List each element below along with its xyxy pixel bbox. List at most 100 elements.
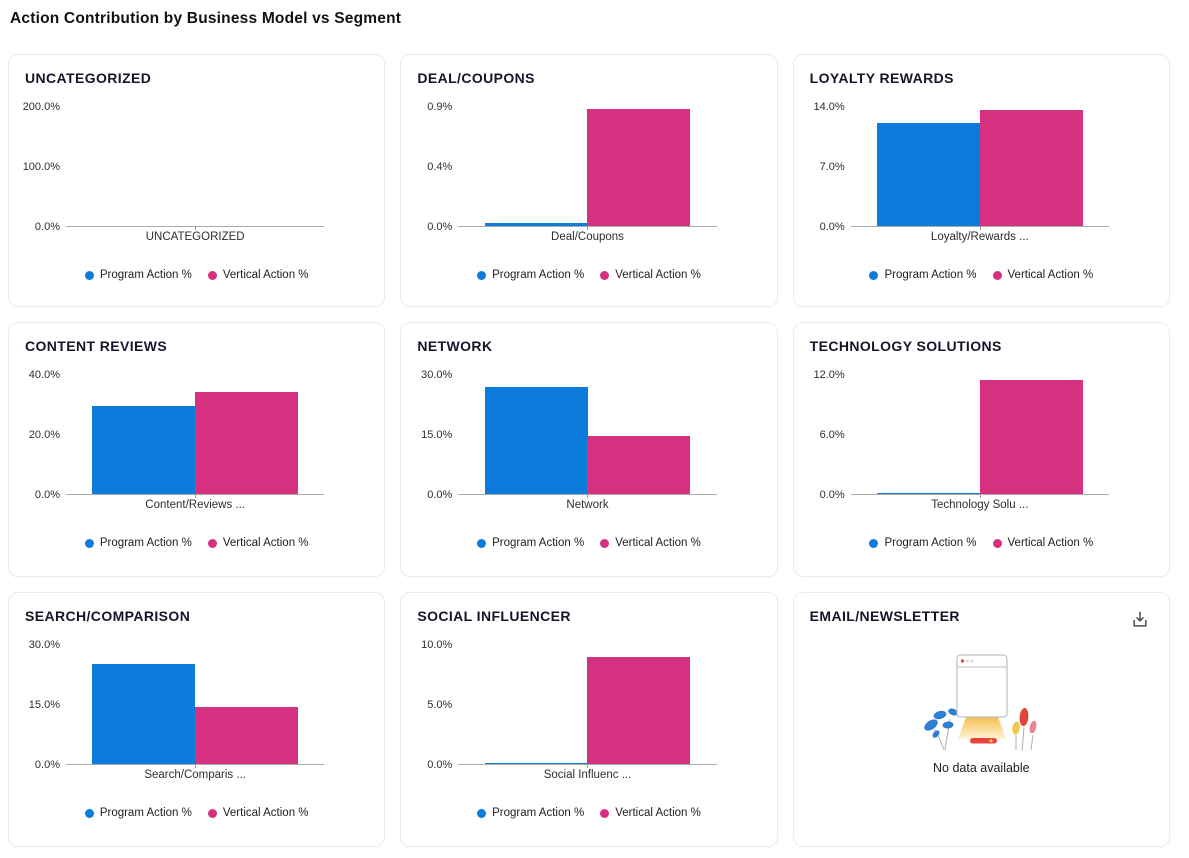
program-action-bar[interactable] <box>92 664 196 764</box>
vertical-action-bar[interactable] <box>587 108 691 226</box>
y-tick-label: 200.0% <box>22 101 60 113</box>
legend-item-vertical[interactable]: Vertical Action % <box>600 537 701 549</box>
plot-column: Search/Comparis ... <box>66 645 368 781</box>
card-title: CONTENT REVIEWS <box>25 338 168 354</box>
vertical-legend-dot-icon <box>992 538 1002 548</box>
y-tick-label: 0.0% <box>819 221 845 233</box>
plot-area <box>850 375 1109 498</box>
legend-item-program[interactable]: Program Action % <box>84 269 192 281</box>
legend-label: Program Action % <box>99 269 192 281</box>
vertical-action-bar[interactable] <box>195 706 299 764</box>
x-axis-tick <box>587 226 589 230</box>
x-axis-label: Technology Solu ... <box>931 499 1029 511</box>
y-tick-label: 0.9% <box>427 101 453 113</box>
legend-label: Vertical Action % <box>222 807 309 819</box>
program-action-bar[interactable] <box>876 123 980 226</box>
plot-area <box>66 375 325 498</box>
legend-item-program[interactable]: Program Action % <box>84 807 192 819</box>
legend-label: Program Action % <box>492 537 585 549</box>
legend-label: Program Action % <box>884 269 977 281</box>
vertical-legend-dot-icon <box>600 270 610 280</box>
legend-label: Vertical Action % <box>222 269 309 281</box>
y-axis: 12.0% 6.0% 0.0% <box>810 369 851 501</box>
plot-column: Content/Reviews ... <box>66 375 368 511</box>
legend-item-vertical[interactable]: Vertical Action % <box>992 537 1094 549</box>
y-tick-label: 15.0% <box>28 699 60 711</box>
y-tick-label: 100.0% <box>22 161 60 173</box>
y-tick-label: 10.0% <box>421 639 453 651</box>
legend: Program Action % Vertical Action % <box>25 537 368 549</box>
vertical-legend-dot-icon <box>207 538 217 548</box>
vertical-action-bar[interactable] <box>979 380 1083 494</box>
page-title: Action Contribution by Business Model vs… <box>10 10 402 27</box>
legend-label: Vertical Action % <box>1007 537 1094 549</box>
chart-card: NETWORK 30.0% 15.0% 0.0% Network Program… <box>400 322 778 577</box>
legend-item-program[interactable]: Program Action % <box>477 537 584 549</box>
card-header: TECHNOLOGY SOLUTIONS <box>810 337 1153 355</box>
legend-item-program[interactable]: Program Action % <box>869 269 977 281</box>
y-tick-label: 40.0% <box>28 369 60 381</box>
legend-item-vertical[interactable]: Vertical Action % <box>600 807 701 819</box>
x-axis-tick <box>587 494 589 498</box>
legend-label: Program Action % <box>99 537 192 549</box>
cards-grid: UNCATEGORIZED 200.0% 100.0% 0.0% UNCATEG… <box>8 54 1170 847</box>
vertical-action-bar[interactable] <box>587 657 691 764</box>
program-action-bar[interactable] <box>484 223 588 226</box>
y-tick-label: 30.0% <box>28 639 60 651</box>
card-header: UNCATEGORIZED <box>25 69 368 87</box>
x-axis-tick <box>195 764 197 768</box>
y-axis: 200.0% 100.0% 0.0% <box>22 101 66 233</box>
legend-item-program[interactable]: Program Action % <box>477 807 584 819</box>
legend-label: Program Action % <box>884 537 977 549</box>
legend-item-program[interactable]: Program Action % <box>84 537 192 549</box>
program-action-bar[interactable] <box>484 386 588 494</box>
plot-column: Technology Solu ... <box>850 375 1153 511</box>
x-axis-label: Search/Comparis ... <box>144 769 246 781</box>
program-legend-dot-icon <box>84 808 94 818</box>
y-tick-label: 0.0% <box>34 221 60 233</box>
y-tick-label: 0.0% <box>34 759 60 771</box>
vertical-action-bar[interactable] <box>587 435 691 494</box>
vertical-action-bar[interactable] <box>979 110 1083 226</box>
legend: Program Action % Vertical Action % <box>417 807 760 819</box>
legend-label: Vertical Action % <box>615 269 701 281</box>
legend-item-vertical[interactable]: Vertical Action % <box>207 537 309 549</box>
download-button[interactable] <box>1127 607 1153 633</box>
bar-chart: 10.0% 5.0% 0.0% Social Influenc ... <box>417 639 760 781</box>
x-axis-label: UNCATEGORIZED <box>145 231 245 243</box>
bar-chart: 200.0% 100.0% 0.0% UNCATEGORIZED <box>22 101 368 243</box>
program-action-bar[interactable] <box>92 406 196 494</box>
legend-label: Vertical Action % <box>615 807 701 819</box>
bar-chart: 40.0% 20.0% 0.0% Content/Reviews ... <box>25 369 368 511</box>
program-legend-dot-icon <box>869 270 879 280</box>
card-title: EMAIL/NEWSLETTER <box>809 608 960 624</box>
plot-column: Network <box>458 375 760 511</box>
y-axis: 10.0% 5.0% 0.0% <box>417 639 458 771</box>
legend-item-vertical[interactable]: Vertical Action % <box>992 269 1094 281</box>
y-axis: 14.0% 7.0% 0.0% <box>810 101 851 233</box>
legend-label: Vertical Action % <box>1007 269 1094 281</box>
chart-card: UNCATEGORIZED 200.0% 100.0% 0.0% UNCATEG… <box>8 54 386 307</box>
y-tick-label: 30.0% <box>421 369 453 381</box>
vertical-legend-dot-icon <box>207 270 217 280</box>
program-action-bar[interactable] <box>876 492 980 494</box>
legend-item-vertical[interactable]: Vertical Action % <box>600 269 701 281</box>
vertical-action-bar[interactable] <box>195 392 299 494</box>
program-legend-dot-icon <box>869 538 879 548</box>
y-axis: 30.0% 15.0% 0.0% <box>25 639 66 771</box>
legend-item-vertical[interactable]: Vertical Action % <box>207 807 309 819</box>
legend-item-vertical[interactable]: Vertical Action % <box>207 269 309 281</box>
legend-item-program[interactable]: Program Action % <box>477 269 584 281</box>
legend-label: Program Action % <box>99 807 192 819</box>
card-title: DEAL/COUPONS <box>417 70 535 86</box>
x-axis-tick <box>587 764 589 768</box>
legend: Program Action % Vertical Action % <box>417 269 760 281</box>
card-header: SOCIAL INFLUENCER <box>417 607 760 625</box>
y-axis: 40.0% 20.0% 0.0% <box>25 369 66 501</box>
card-header: EMAIL/NEWSLETTER <box>810 607 1153 633</box>
legend-label: Vertical Action % <box>615 537 701 549</box>
legend-item-program[interactable]: Program Action % <box>869 537 977 549</box>
y-tick-label: 0.4% <box>427 161 453 173</box>
program-action-bar[interactable] <box>484 762 588 764</box>
y-tick-label: 20.0% <box>28 429 60 441</box>
